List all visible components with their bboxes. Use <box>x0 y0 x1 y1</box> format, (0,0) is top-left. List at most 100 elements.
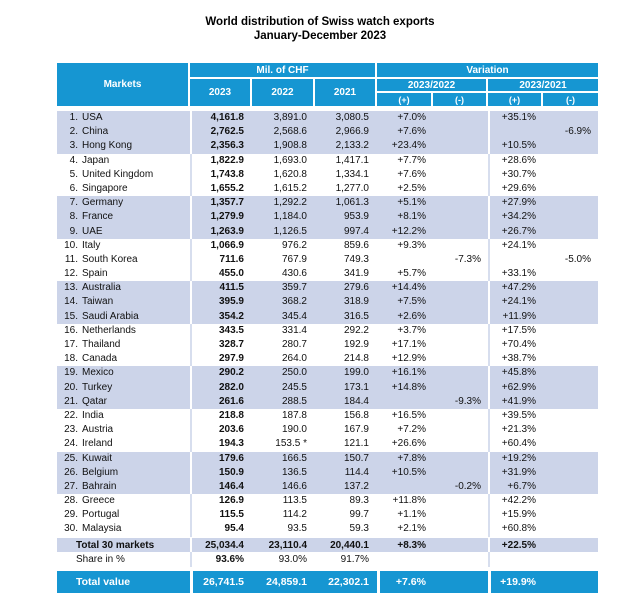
table-header: Markets Mil. of CHF Variation 2023 2022 … <box>57 63 598 106</box>
variation-2023-2022-minus <box>433 494 488 508</box>
value-2023: 203.6 <box>190 423 252 438</box>
variation-2023-2022-plus: +9.3% <box>397 239 426 251</box>
variation-2023-2022-plus: +7.7% <box>397 154 426 166</box>
market-rank: 10. <box>64 239 78 251</box>
value-2023: 146.4 <box>190 479 252 495</box>
market-name: Australia <box>82 282 121 294</box>
value-2023: 150.9 <box>190 465 252 480</box>
market-row: 4. Japan 1,822.9 1,693.0 1,417.1 +7.7% +28.6% <box>57 153 598 168</box>
variation-2023-2022-minus <box>433 210 488 224</box>
value-2022: 368.2 <box>281 296 307 308</box>
value-2023: 115.5 <box>190 508 252 523</box>
value-2022: 1,126.5 <box>273 225 307 237</box>
variation-2023-2022-minus <box>433 295 488 309</box>
market-name-cell: 23. Austria <box>57 423 190 437</box>
market-name: Greece <box>82 495 115 507</box>
market-rank: 23. <box>64 424 78 436</box>
share-var-2021-plus <box>488 551 543 567</box>
value-2022: 1,620.8 <box>273 168 307 180</box>
market-rank: 15. <box>64 310 78 322</box>
value-2023: 2,356.3 <box>190 139 252 154</box>
value-2021: 279.6 <box>343 282 369 294</box>
market-row: 12. Spain 455.0 430.6 341.9 +5.7% +33.1% <box>57 267 598 282</box>
market-name-cell: 2. China <box>57 125 190 139</box>
market-rank: 11. <box>64 253 78 265</box>
market-name: Qatar <box>82 395 108 407</box>
value-2022: 280.7 <box>281 339 307 350</box>
market-name: Japan <box>82 154 110 166</box>
total-var-2022-minus <box>433 538 488 552</box>
variation-2023-2022-plus: +2.1% <box>397 523 426 535</box>
value-2022: 1,184.0 <box>273 211 307 223</box>
value-2022: 113.5 <box>282 495 307 507</box>
variation-2023-2021-plus: +38.7% <box>488 352 543 367</box>
variation-2023-2022-plus: +12.9% <box>391 353 426 365</box>
variation-2023-2021-plus: +26.7% <box>488 224 543 239</box>
variation-2023-2021-plus: +27.9% <box>488 196 543 211</box>
value-2023: 1,263.9 <box>190 224 252 239</box>
total-30-markets-row: Total 30 markets 25,034.4 23,110.4 20,44… <box>57 536 598 552</box>
variation-2023-2021-minus <box>543 437 598 451</box>
value-2021: 341.9 <box>343 268 369 280</box>
market-name: France <box>82 211 114 223</box>
variation-2023-2021-plus: +35.1% <box>488 111 543 126</box>
variation-2023-2022-plus: +3.7% <box>397 324 426 336</box>
variation-2023-2022-plus <box>377 480 433 494</box>
market-name: Mexico <box>82 367 114 379</box>
variation-2023-2021-minus <box>543 409 598 423</box>
column-group-mil-of-chf: Mil. of CHF <box>190 63 377 79</box>
market-name-cell: 19. Mexico <box>57 366 190 380</box>
variation-2023-2022-minus <box>433 168 488 182</box>
market-row: 14. Taiwan 395.9 368.2 318.9 +7.5% +24.1% <box>57 295 598 310</box>
market-rank: 22. <box>64 409 78 421</box>
total-value-2023: 25,034.4 <box>190 537 252 552</box>
market-row: 23. Austria 203.6 190.0 167.9 +7.2% +21.3% <box>57 423 598 438</box>
variation-2023-2021-minus <box>543 310 598 324</box>
variation-2023-2022-plus: +2.5% <box>397 182 426 194</box>
variation-2023-2021-minus <box>543 395 598 409</box>
market-row: 10. Italy 1,066.9 976.2 859.6 +9.3% +24.1% <box>57 238 598 253</box>
market-name-cell: 20. Turkey <box>57 381 190 395</box>
variation-2023-2021-plus: +29.6% <box>488 181 543 197</box>
market-name: Germany <box>82 197 124 209</box>
market-row: 25. Kuwait 179.6 166.5 150.7 +7.8% +19.2% <box>57 451 598 466</box>
value-2021: 2,133.2 <box>335 140 369 152</box>
variation-2023-2021-minus <box>543 366 598 380</box>
market-name-cell: 14. Taiwan <box>57 295 190 309</box>
variation-2023-2021-plus: +39.5% <box>488 408 543 424</box>
column-header-2021: 2021 <box>315 79 377 106</box>
market-name-cell: 5. United Kingdom <box>57 168 190 182</box>
value-2021: 214.8 <box>343 353 369 365</box>
market-rank: 7. <box>69 197 78 209</box>
variation-2023-2021-minus <box>543 168 598 182</box>
variation-2023-2021-plus: +47.2% <box>488 281 543 296</box>
market-name: Portugal <box>82 509 120 521</box>
variation-2023-2022-minus <box>433 225 488 239</box>
value-2022: 190.0 <box>281 424 307 436</box>
market-name: Kuwait <box>82 452 113 464</box>
variation-2023-2021-plus: +24.1% <box>488 238 543 253</box>
variation-2023-2021-minus <box>543 466 598 480</box>
value-2022: 250.0 <box>281 367 307 379</box>
market-name: Bahrain <box>82 480 117 492</box>
variation-2023-2022-minus: -7.3% <box>454 253 481 265</box>
variation-2023-2021-minus <box>543 239 598 253</box>
value-2022: 114.2 <box>282 509 307 521</box>
variation-2023-2021-plus: +41.9% <box>488 394 543 409</box>
variation-2023-2022-plus: +16.5% <box>391 409 426 421</box>
title-line2: January-December 2023 <box>253 30 387 42</box>
value-2022: 187.8 <box>281 409 307 421</box>
market-rank: 3. <box>69 140 78 152</box>
value-2022: 245.5 <box>281 381 307 393</box>
market-name: Saudi Arabia <box>82 310 139 322</box>
value-2022: 3,891.0 <box>273 112 307 123</box>
variation-2023-2021-minus <box>543 182 598 196</box>
variation-2023-2022-minus <box>433 281 488 295</box>
value-2021: 89.3 <box>349 495 369 507</box>
grand-var-2021-plus: +19.9% <box>488 570 543 593</box>
market-name-cell: 21. Qatar <box>57 395 190 409</box>
value-2021: 953.9 <box>343 211 369 223</box>
variation-2023-2021-plus: +31.9% <box>488 465 543 480</box>
value-2021: 137.2 <box>343 480 369 492</box>
market-rank: 20. <box>64 381 78 393</box>
